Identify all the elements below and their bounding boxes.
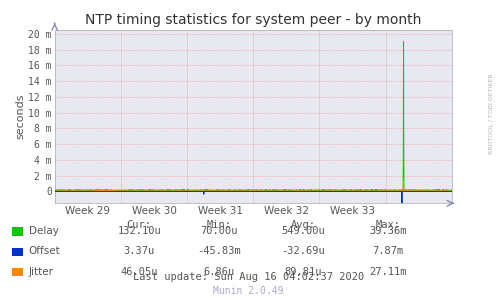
Text: 6.86u: 6.86u	[203, 267, 234, 277]
Text: 46.05u: 46.05u	[120, 267, 158, 277]
Text: -32.69u: -32.69u	[281, 246, 325, 257]
Text: 3.37u: 3.37u	[124, 246, 155, 257]
Text: 39.36m: 39.36m	[369, 226, 407, 236]
Text: 7.87m: 7.87m	[372, 246, 403, 257]
Text: 27.11m: 27.11m	[369, 267, 407, 277]
Y-axis label: seconds: seconds	[15, 94, 26, 139]
Text: 132.10u: 132.10u	[117, 226, 161, 236]
Text: Jitter: Jitter	[29, 267, 54, 277]
Text: RRDTOOL / TOBI OETIKER: RRDTOOL / TOBI OETIKER	[489, 73, 494, 154]
Text: Last update: Sun Aug 16 04:02:37 2020: Last update: Sun Aug 16 04:02:37 2020	[133, 272, 364, 282]
Text: Munin 2.0.49: Munin 2.0.49	[213, 286, 284, 296]
Text: Cur:: Cur:	[127, 220, 152, 230]
Text: Avg:: Avg:	[291, 220, 316, 230]
Text: 89.81u: 89.81u	[284, 267, 322, 277]
Text: Max:: Max:	[375, 220, 400, 230]
Text: 549.00u: 549.00u	[281, 226, 325, 236]
Title: NTP timing statistics for system peer - by month: NTP timing statistics for system peer - …	[85, 13, 421, 27]
Text: Offset: Offset	[29, 246, 61, 257]
Text: Min:: Min:	[206, 220, 231, 230]
Text: -45.83m: -45.83m	[197, 246, 241, 257]
Text: Delay: Delay	[29, 226, 59, 236]
Text: 70.00u: 70.00u	[200, 226, 238, 236]
